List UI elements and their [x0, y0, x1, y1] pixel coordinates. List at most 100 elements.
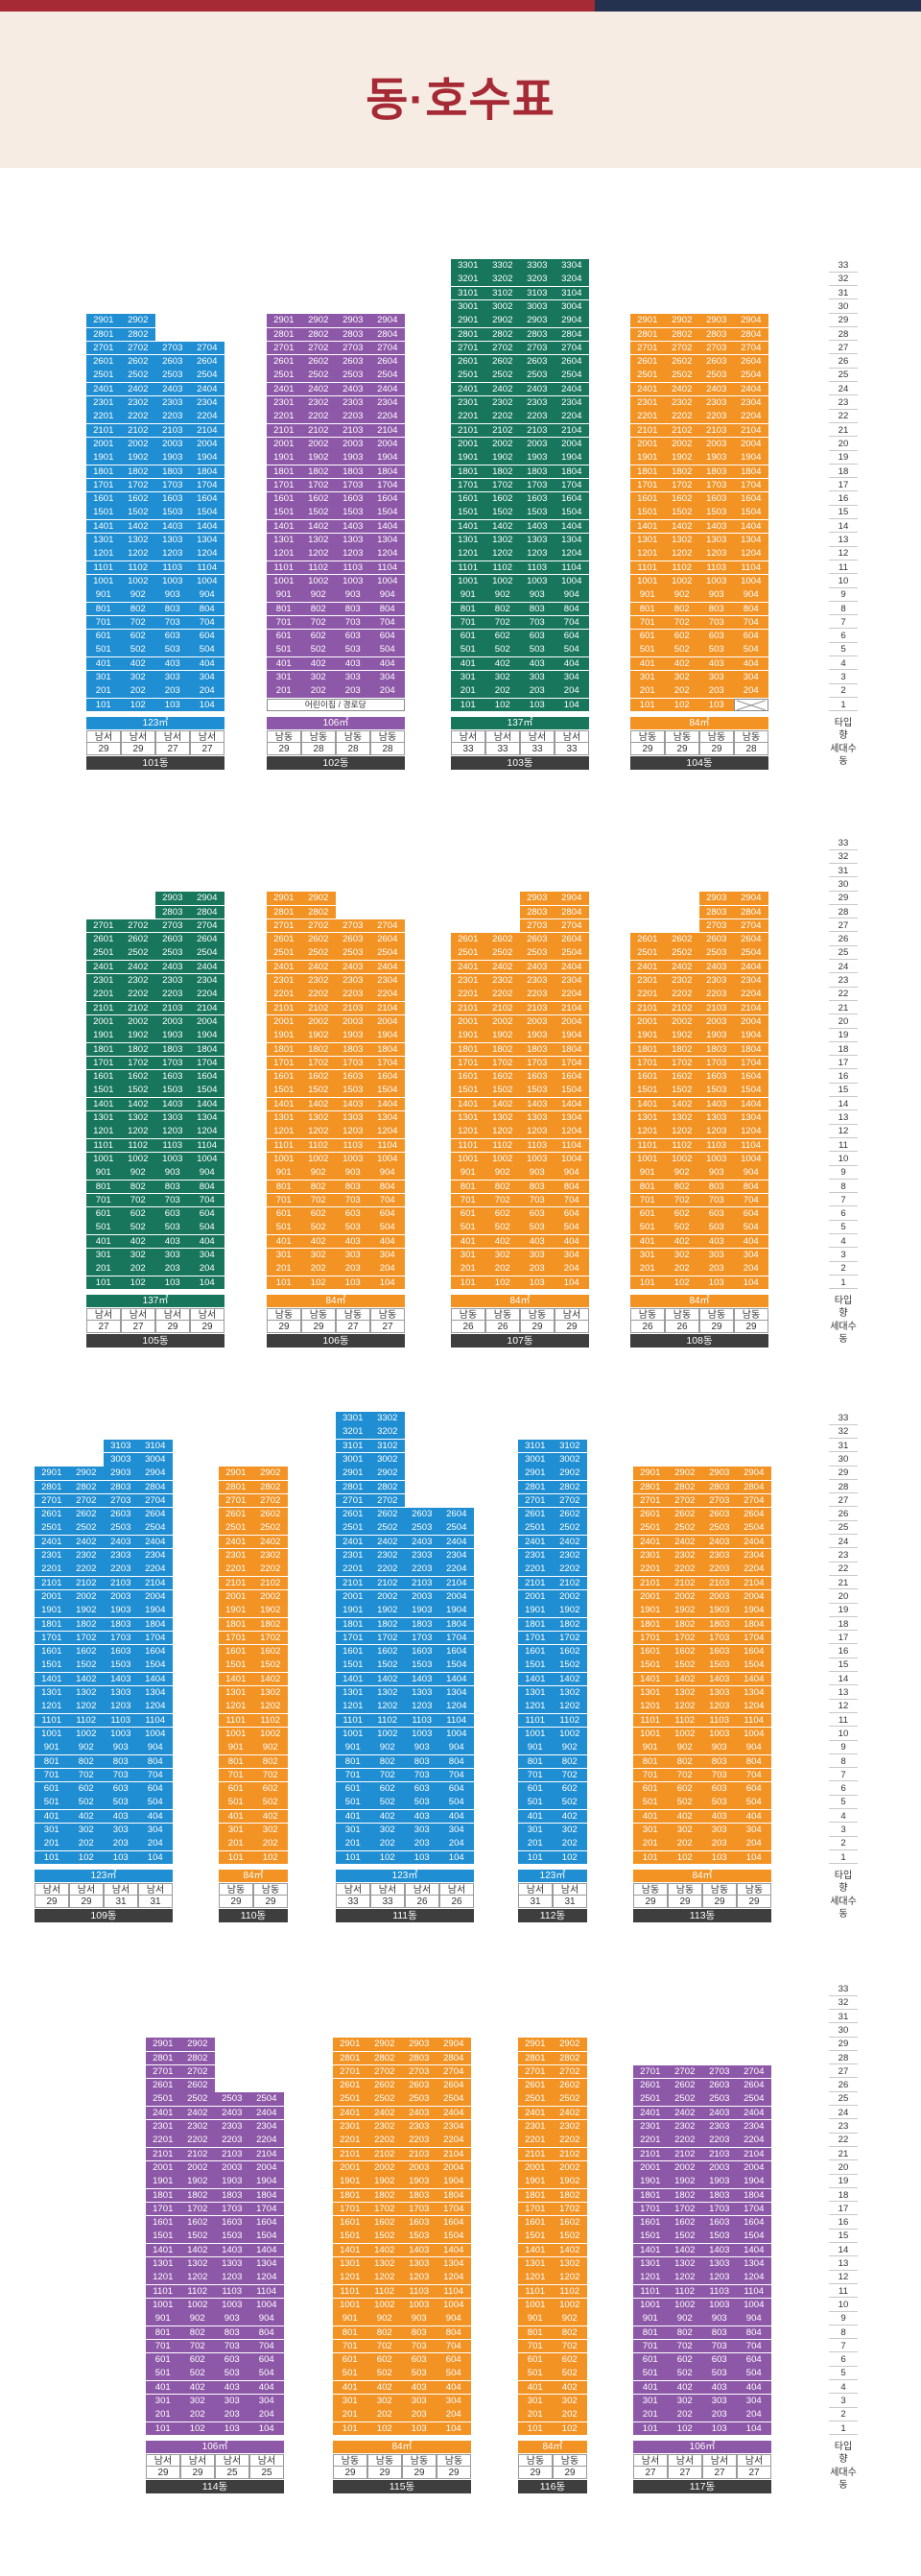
unit-cell: 1401	[35, 1672, 69, 1686]
unit-cell: 1801	[630, 1042, 665, 1057]
legend-floor: 12	[829, 1700, 858, 1713]
unit-cell: 1302	[301, 1111, 336, 1125]
unit-cell: 704	[737, 1768, 771, 1782]
unit-cell: 2304	[737, 1549, 771, 1562]
unit-cell: 1703	[699, 1056, 734, 1070]
unit-cell: 3001	[518, 1452, 553, 1467]
unit-cell: 804	[734, 602, 768, 616]
unit-cell: 2301	[35, 1549, 69, 1562]
unit-cell: 1503	[699, 506, 734, 520]
unit-cell: 3204	[555, 273, 589, 286]
unit-cell: 703	[155, 1193, 190, 1207]
unit-cell: 302	[370, 1824, 405, 1837]
unit-cell: 803	[405, 1754, 439, 1769]
unit-cell: 2601	[146, 2079, 180, 2092]
unit-cell: 2201	[630, 988, 665, 1001]
unit-cell: 2102	[485, 423, 520, 438]
unit-cell: 1504	[734, 506, 768, 520]
direction-cell: 남서	[702, 2453, 737, 2467]
unit-cell: 804	[734, 1180, 768, 1194]
legend-floor: 19	[829, 451, 858, 465]
unit-cell: 902	[367, 2312, 402, 2326]
unit-cell: 1601	[35, 1645, 69, 1658]
unit-cell: 2603	[699, 355, 734, 369]
unit-cell: 1601	[451, 1070, 485, 1084]
unit-cell: 1301	[451, 1111, 485, 1125]
unit-cell: 1304	[249, 2257, 284, 2271]
unit-cell: 1001	[451, 1152, 485, 1166]
unit-cell: 302	[121, 671, 155, 684]
unit-type-label: 106㎡	[267, 716, 405, 729]
unit-cell: 2101	[630, 1001, 665, 1015]
legend-floor: 32	[829, 850, 858, 864]
unit-cell: 1301	[518, 2257, 553, 2271]
unit-cell: 2001	[630, 437, 665, 451]
unit-cell: 2803	[155, 905, 190, 919]
unit-cell: 2603	[702, 2079, 737, 2092]
unit-cell: 3102	[485, 286, 520, 300]
unit-cell: 1501	[518, 1658, 553, 1673]
unit-cell: 1203	[699, 547, 734, 561]
unit-cell: 502	[253, 1796, 288, 1810]
unit-cell: 2302	[180, 2120, 215, 2134]
unit-cell: 1603	[520, 1070, 555, 1084]
unit-cell: 2802	[253, 1480, 288, 1494]
direction-cell: 남동	[336, 729, 370, 743]
unit-cell: 1304	[439, 1686, 474, 1700]
unit-cell: 803	[402, 2326, 437, 2340]
unit-cell: 2602	[553, 1508, 587, 1521]
unit-cell: 1704	[190, 478, 224, 492]
unit-cell: 1104	[370, 1138, 405, 1153]
unit-cell: 1503	[702, 2230, 737, 2244]
unit-cell: 203	[104, 1837, 138, 1850]
unit-cell: 2802	[553, 1480, 587, 1494]
unit-cell: 702	[367, 2339, 402, 2353]
unit-cell: 1003	[405, 1727, 439, 1741]
unit-cell: 1901	[336, 1604, 370, 1617]
unit-cell: 1304	[437, 2257, 471, 2271]
unit-cell: 1302	[69, 1686, 104, 1700]
unit-cell: 2604	[190, 355, 224, 369]
unit-cell: 1904	[439, 1604, 474, 1617]
unit-cell: 403	[402, 2380, 437, 2395]
unit-cell: 303	[215, 2395, 249, 2408]
unit-cell: 2702	[367, 2064, 402, 2079]
unit-cell: 1802	[553, 1617, 587, 1632]
unit-cell: 2001	[633, 2160, 668, 2175]
unit-cell: 2402	[665, 960, 699, 974]
unit-count-cell: 29	[668, 1895, 702, 1908]
unit-cell: 1101	[518, 2284, 553, 2299]
unit-cell: 3101	[518, 1439, 553, 1453]
unit-cell: 803	[104, 1754, 138, 1769]
unit-cell: 2303	[699, 974, 734, 988]
unit-cell: 2502	[367, 2092, 402, 2107]
unit-cell: 1504	[370, 506, 405, 520]
unit-count-cell: 29	[734, 1320, 768, 1333]
unit-cell: 102	[553, 1850, 587, 1865]
direction-cell: 남동	[402, 2453, 437, 2467]
unit-cell: 1403	[702, 2243, 737, 2257]
unit-cell: 1402	[665, 519, 699, 534]
unit-cell: 2201	[219, 1562, 253, 1576]
unit-cell: 1904	[737, 1604, 771, 1617]
legend-floor: 28	[829, 2052, 858, 2065]
unit-cell: 502	[485, 643, 520, 657]
unit-cell: 502	[665, 643, 699, 657]
unit-cell: 2801	[336, 1480, 370, 1494]
unit-cell: 203	[699, 684, 734, 698]
unit-cell: 1401	[630, 519, 665, 534]
unit-cell: 2003	[699, 1014, 734, 1029]
unit-cell: 1201	[146, 2271, 180, 2284]
unit-cell: 1804	[190, 1042, 224, 1057]
unit-cell: 2603	[699, 933, 734, 946]
unit-cell: 2701	[267, 341, 301, 355]
unit-cell: 1904	[370, 451, 405, 465]
unit-cell: 2401	[86, 960, 121, 974]
unit-cell: 1604	[555, 492, 589, 506]
unit-count-row: 26 26 29 29	[451, 1320, 589, 1333]
unit-cell: 3302	[485, 259, 520, 273]
unit-cell: 1201	[333, 2271, 367, 2284]
unit-cell: 2003	[155, 1014, 190, 1029]
unit-cell: 2103	[520, 1001, 555, 1015]
legend-floor: 1	[829, 1851, 858, 1865]
